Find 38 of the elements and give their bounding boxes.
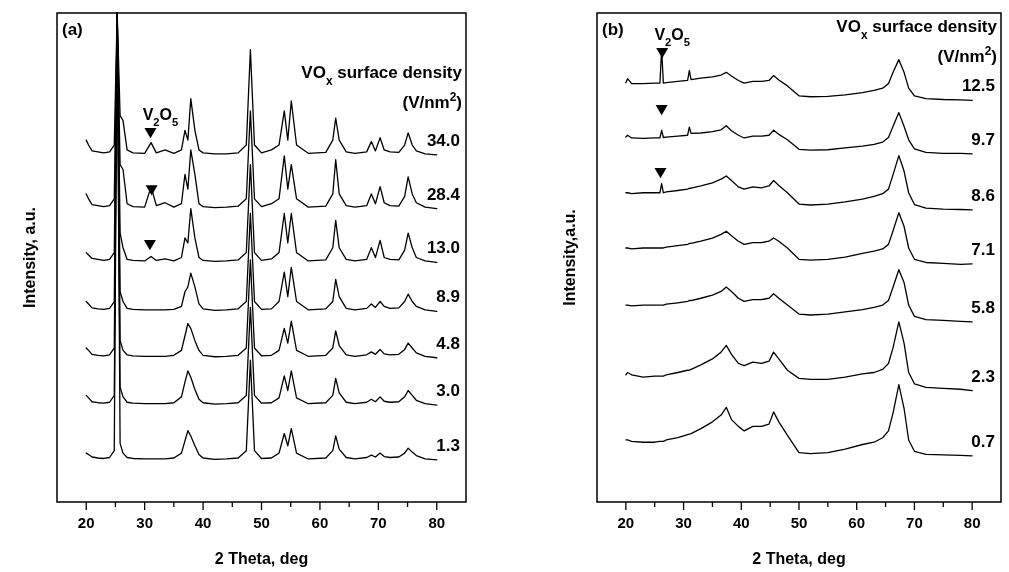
x-tick-label: 70: [370, 514, 387, 531]
legend-title: VO$_{x}$ surface density (V/nm$^{2}$): [301, 63, 463, 112]
series-label: 3.0: [436, 381, 460, 401]
series-label: 12.5: [961, 76, 995, 96]
x-tick-label: 20: [617, 514, 635, 531]
series-label: 8.6: [971, 185, 995, 205]
x-tick-label: 40: [732, 514, 750, 531]
series-label: 8.9: [436, 287, 460, 307]
x-axis-title: 2 Theta, deg: [752, 550, 846, 567]
y-axis-title: Intensity,a.u.: [561, 209, 578, 306]
text: V$_{2}$O$_{5}$: [654, 25, 691, 48]
series-label: 28.4: [426, 184, 461, 204]
text: (b): [602, 20, 624, 39]
series-label: 4.8: [436, 333, 460, 353]
x-tick-label: 40: [194, 514, 212, 531]
y-axis-title: Intensity, a.u.: [21, 206, 38, 309]
x-tick-label: 80: [428, 514, 446, 531]
x-tick-label: 50: [253, 514, 270, 531]
series-label: 5.8: [971, 297, 995, 317]
series-label: 0.7: [971, 431, 995, 451]
x-tick-label: 20: [77, 514, 95, 531]
x-tick-label: 60: [848, 514, 866, 531]
x-tick-label: 80: [963, 514, 981, 531]
annotation: (a): [62, 20, 83, 39]
x-tick-label: 30: [675, 514, 692, 531]
x-tick-label: 50: [790, 514, 808, 531]
series-label: 9.7: [971, 129, 995, 149]
series-label: 13.0: [426, 238, 460, 258]
series-label: 7.1: [971, 239, 995, 259]
x-tick-label: 30: [136, 514, 153, 531]
x-tick-label: 70: [906, 514, 923, 531]
x-tick-label: 60: [311, 514, 329, 531]
legend-title: VO$_{x}$ surface density (V/nm$^{2}$): [836, 17, 998, 66]
x-axis-title: 2 Theta, deg: [214, 550, 309, 567]
series-label: 2.3: [971, 366, 995, 386]
series-label: 34.0: [426, 130, 460, 150]
series-label: 1.3: [436, 435, 460, 455]
annotation: V$_{2}$O$_{5}$: [142, 105, 179, 128]
